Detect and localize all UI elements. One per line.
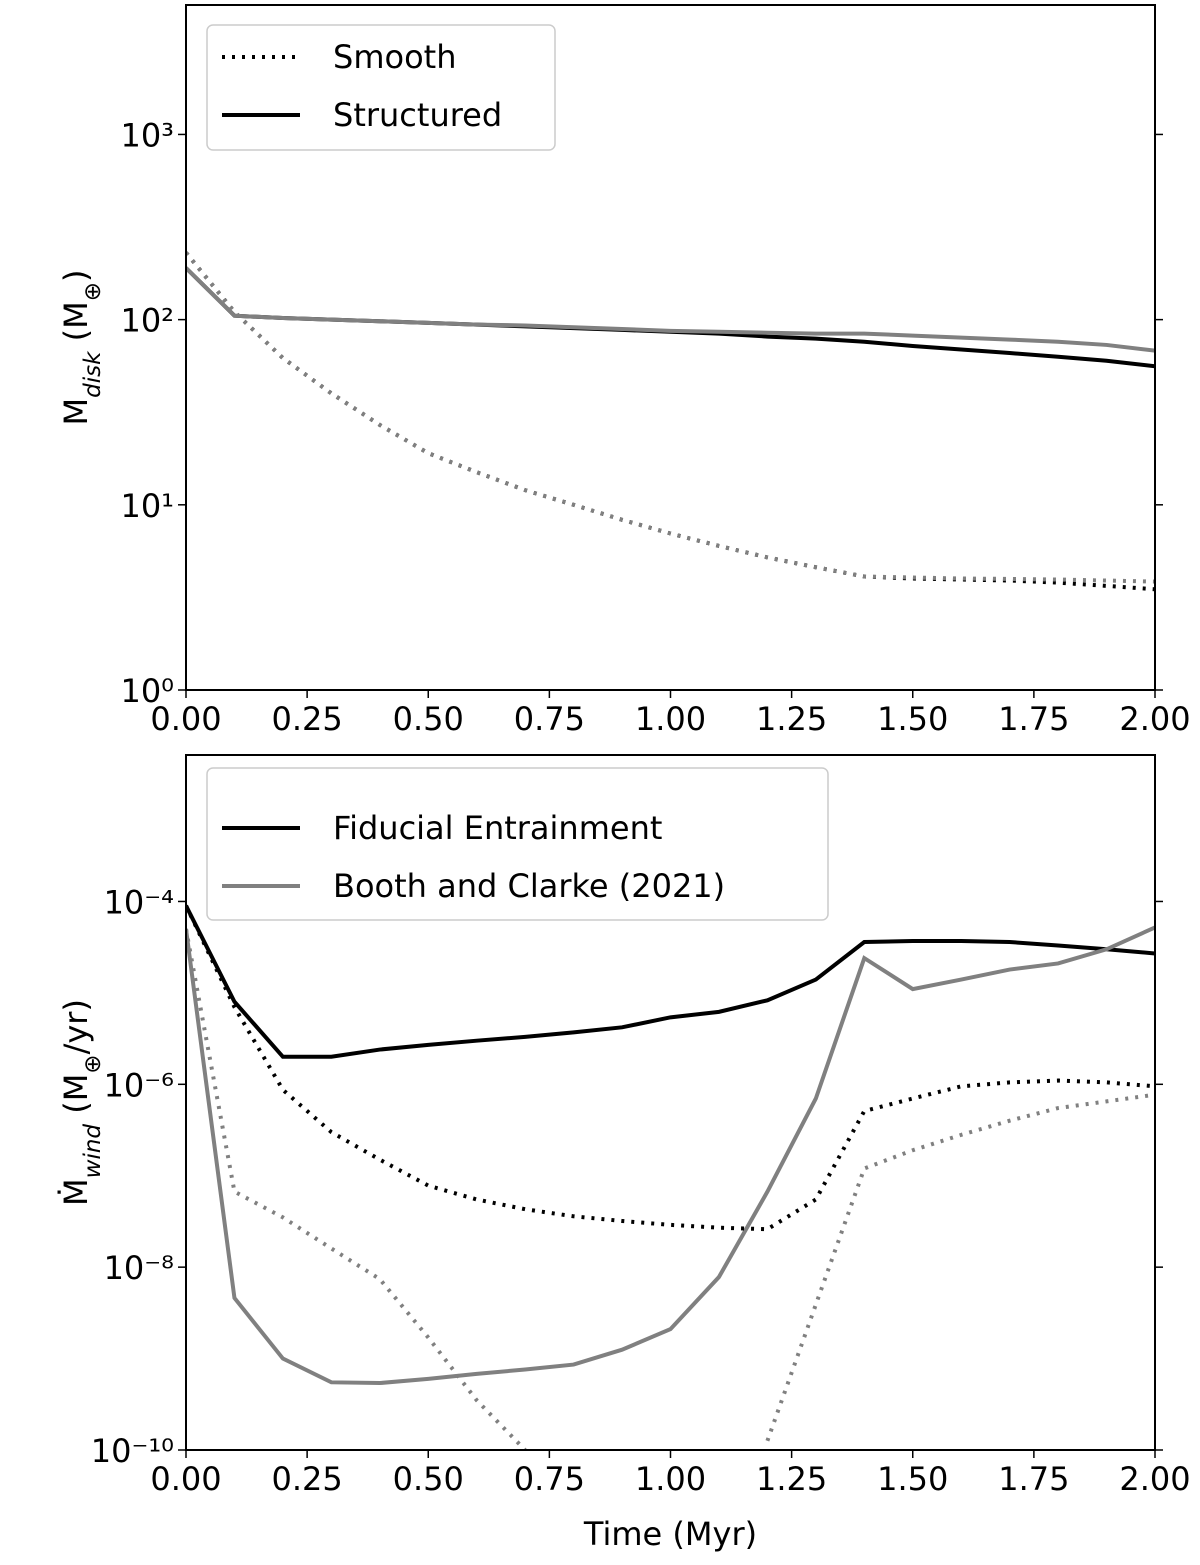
x-tick-label: 0.50 [393, 700, 464, 738]
plot-area [186, 904, 1155, 1450]
y-tick-label: 10⁰ [120, 672, 174, 710]
x-tick-label: 2.00 [1119, 1460, 1190, 1498]
legend-label: Fiducial Entrainment [333, 809, 662, 847]
y-tick-label: 10⁻⁸ [104, 1249, 174, 1287]
x-tick-label: 1.50 [877, 1460, 948, 1498]
y-axis-label-part: ⊕ [80, 282, 106, 301]
x-tick-label: 1.75 [998, 1460, 1069, 1498]
y-tick-label: 10¹ [120, 487, 174, 525]
x-tick-label: 0.00 [150, 1460, 221, 1498]
x-axis-label: Time (Myr) [583, 1515, 757, 1553]
x-tick-label: 1.50 [877, 700, 948, 738]
y-axis-label-part: /yr) [57, 999, 95, 1054]
y-tick-label: 10³ [120, 116, 174, 154]
y-axis-label: Ṁwind (M⊕/yr) [57, 999, 106, 1206]
line [186, 251, 1155, 584]
legend-label: Smooth [333, 38, 456, 76]
plot-area [186, 251, 1155, 592]
x-tick-label: 1.00 [635, 700, 706, 738]
y-axis-label-part: M [57, 398, 95, 426]
x-tick-label: 0.25 [272, 1460, 343, 1498]
y-axis-label-part: (M [57, 301, 95, 351]
line [186, 925, 1155, 1386]
y-tick-label: 10⁻⁴ [104, 883, 174, 921]
x-tick-label: 0.50 [393, 1460, 464, 1498]
axes-frame [185, 4, 1156, 691]
line [186, 251, 1155, 592]
x-tick-label: 0.25 [272, 700, 343, 738]
y-tick-label: 10⁻¹⁰ [91, 1432, 174, 1470]
line [186, 266, 1155, 353]
y-axis-label: Mdisk (M⊕) [57, 270, 106, 426]
x-tick-label: 1.25 [756, 1460, 827, 1498]
x-tick-label: 2.00 [1119, 700, 1190, 738]
line [186, 266, 1155, 369]
y-axis-label-part: disk [80, 350, 106, 398]
x-tick-label: 1.00 [635, 1460, 706, 1498]
x-tick-label: 0.75 [514, 700, 585, 738]
panel: 0.00 0.25 0.50 0.75 1.00 1.25 1.50 1.75 2.00 10⁻¹… [57, 754, 1191, 1553]
y-axis-label-part: (M [57, 1074, 95, 1124]
x-tick-label: 1.25 [756, 700, 827, 738]
y-axis-label-part: ) [57, 270, 95, 282]
y-axis-label-part: ⊕ [80, 1054, 106, 1073]
y-axis-label-part: Ṁ [57, 1178, 95, 1206]
legend-box [206, 767, 829, 921]
legend-label: Booth and Clarke (2021) [333, 867, 725, 905]
axes-frame [185, 754, 1156, 1451]
legend-label: Structured [333, 96, 502, 134]
panel: 0.00 0.25 0.50 0.75 1.00 1.25 1.50 1.75 2.00 10⁰ 1… [57, 4, 1191, 738]
line [186, 928, 1155, 1450]
x-tick-label: 1.75 [998, 700, 1069, 738]
y-tick-label: 10² [120, 302, 174, 340]
y-axis-label-part: wind [80, 1124, 106, 1179]
y-tick-label: 10⁻⁶ [104, 1066, 174, 1104]
x-tick-label: 0.00 [150, 700, 221, 738]
line [186, 904, 1155, 1059]
x-tick-label: 0.75 [514, 1460, 585, 1498]
line [186, 904, 1155, 1232]
